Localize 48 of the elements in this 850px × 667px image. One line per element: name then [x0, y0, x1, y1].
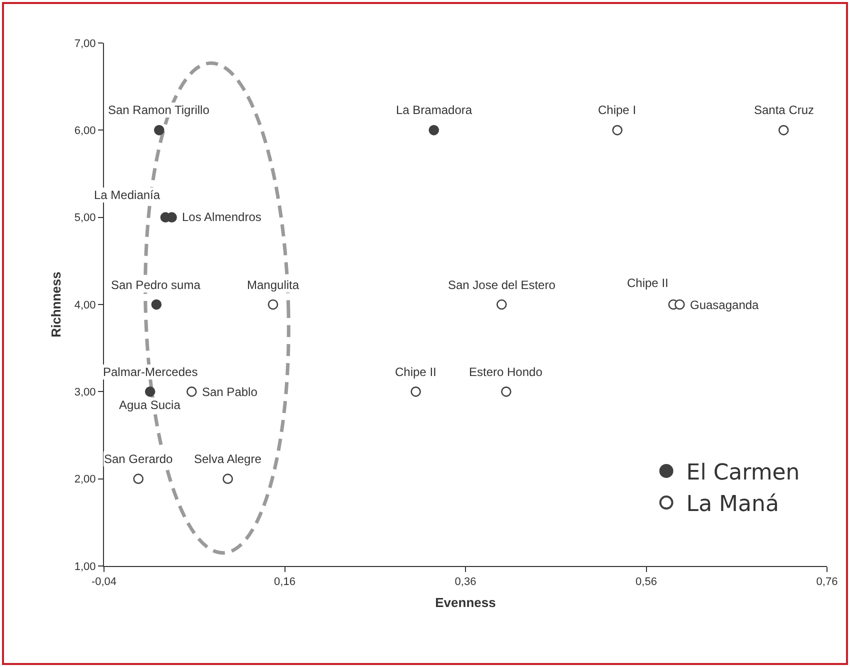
annotation: Chipe I [598, 103, 636, 117]
annotation: Guasaganda [690, 298, 760, 312]
y-axis-title: Richnness [48, 272, 64, 338]
point [133, 474, 144, 484]
point [496, 299, 507, 310]
annotation: Agua Sucia [119, 398, 181, 412]
x-tick-label: -0,04 [91, 576, 117, 588]
y-tick-label: 3,00 [74, 386, 96, 399]
annotation: Los Almendros [182, 210, 262, 224]
annotation: Chipe II [395, 365, 436, 379]
annotation: San Pablo [202, 385, 258, 399]
point [268, 299, 278, 310]
annotation: La Medianía [94, 188, 160, 202]
legend-label: El Carmen [686, 460, 800, 486]
annotation: San Gerardo [104, 452, 174, 466]
point [154, 125, 164, 136]
point [186, 386, 197, 397]
point [612, 125, 622, 136]
point [151, 299, 162, 310]
annotation: Estero Hondo [469, 365, 543, 379]
x-tick-label: 0,56 [636, 576, 657, 588]
annotation: Palmar-Mercedes [103, 365, 198, 379]
x-axis-title: Evenness [435, 594, 496, 610]
annotation: La Bramadora [396, 103, 472, 117]
annotation: Santa Cruz [754, 103, 814, 117]
y-tick-label: 2,00 [74, 474, 96, 486]
point [778, 125, 789, 136]
legend-label: La Maná [686, 492, 779, 518]
annotation: San Pedro suma [111, 278, 201, 292]
y-tick-label: 1,00 [74, 560, 96, 573]
y-tick-label: 7,00 [74, 38, 96, 50]
point [428, 125, 440, 136]
point [222, 474, 233, 484]
annotation: San Ramon Tigrillo [108, 103, 210, 117]
point [501, 386, 512, 397]
point [674, 299, 685, 310]
point [410, 386, 421, 397]
annotation: Mangulita [247, 278, 300, 292]
x-tick-label: 0,36 [454, 576, 476, 588]
annotation: Chipe II [627, 276, 668, 290]
x-tick-label: 0,76 [816, 576, 838, 588]
annotation: Selva Alegre [194, 452, 262, 466]
y-tick-label: 6,00 [74, 125, 96, 138]
y-tick-label: 5,00 [74, 212, 96, 224]
point [144, 386, 156, 397]
x-tick-label: 0,16 [274, 576, 296, 588]
annotation: San Jose del Estero [448, 278, 556, 292]
y-tick-label: 4,00 [74, 299, 96, 312]
